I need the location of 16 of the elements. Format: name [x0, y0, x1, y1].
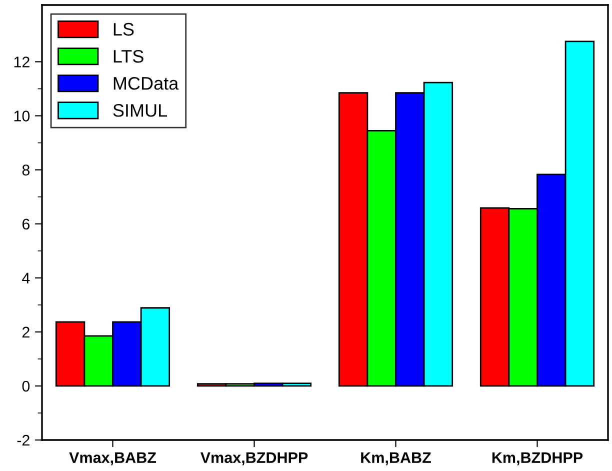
x-tick-label: Vmax,BZDHPP: [200, 452, 308, 466]
x-tick-label: Km,BABZ: [361, 452, 431, 466]
legend-label: LTS: [114, 50, 144, 63]
y-tick-label: 10: [14, 110, 30, 122]
legend-label: MCData: [114, 76, 179, 90]
y-tick-label: -2: [17, 434, 30, 446]
y-tick-label: 0: [22, 380, 30, 392]
y-tick-label: 4: [22, 272, 30, 284]
legend-label: LS: [114, 22, 134, 36]
x-tick-label: Vmax,BABZ: [69, 452, 156, 466]
x-tick-label: Km,BZDHPP: [492, 452, 583, 466]
y-tick-label: 8: [22, 164, 30, 176]
y-tick-label: 6: [22, 218, 30, 230]
y-tick-label: 12: [14, 56, 30, 68]
y-tick-label: 2: [22, 326, 30, 338]
legend-label: SIMUL: [113, 104, 167, 117]
